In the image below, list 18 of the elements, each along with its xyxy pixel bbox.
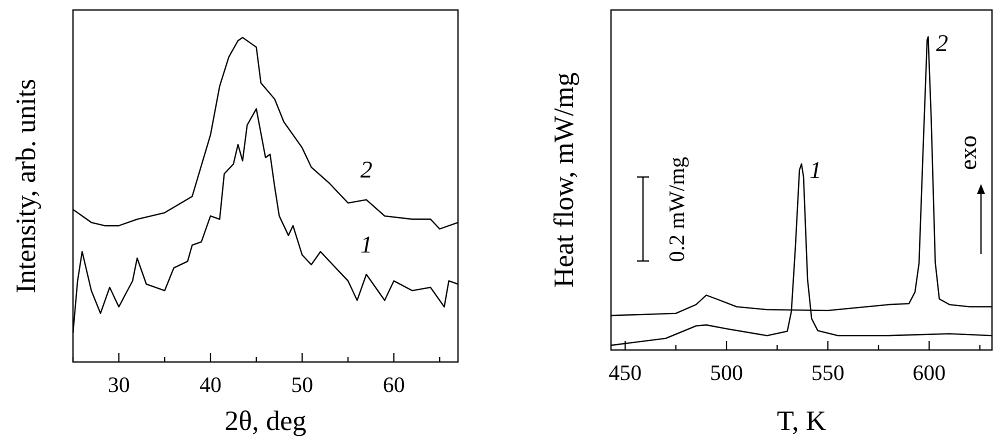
series-label: 1 [810, 158, 822, 184]
x-axis-title: 2θ, deg [224, 406, 306, 437]
x-tick-label: 60 [382, 372, 405, 397]
x-tick-label: 450 [608, 360, 642, 385]
series-label: 2 [936, 30, 948, 57]
y-axis-title: Heat flow, mW/mg [549, 72, 580, 288]
x-axis-title: T, K [776, 406, 826, 437]
x-tick-label: 40 [200, 372, 222, 397]
annotation: exo [956, 135, 982, 170]
y-axis-title: Intensity, arb. units [11, 78, 42, 294]
x-tick-label: 500 [710, 360, 744, 385]
x-tick-label: 50 [291, 372, 314, 397]
series-label: 1 [360, 232, 372, 258]
annotation: 0.2 mW/mg [664, 156, 689, 262]
series-label: 2 [360, 158, 372, 184]
x-tick-label: 550 [811, 360, 844, 385]
x-tick-label: 30 [108, 372, 130, 397]
x-tick-label: 600 [912, 360, 946, 385]
